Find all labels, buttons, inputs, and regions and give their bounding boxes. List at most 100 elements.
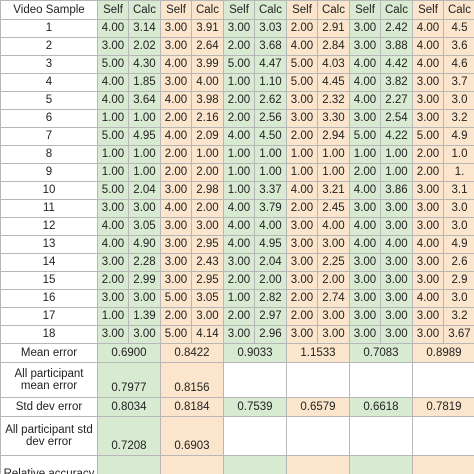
data-cell: 2.00 (317, 271, 350, 290)
data-cell: 2.00 (254, 271, 287, 290)
column-header: Calc (317, 0, 350, 20)
data-cell: 2.00 (191, 199, 224, 218)
data-cell: 3.0 (443, 199, 474, 218)
summary-value: 0.7083 (349, 343, 413, 363)
data-cell: 3.79 (254, 199, 287, 218)
data-cell: 3.00 (223, 253, 255, 272)
data-cell: 3.21 (317, 181, 350, 200)
table-row: Relative accuracy82.75%78.94%77.42%71.17… (0, 455, 474, 474)
empty-cell (223, 416, 287, 456)
data-cell: 3.6 (443, 37, 474, 56)
data-cell: 2.98 (191, 181, 224, 200)
data-cell: 4.42 (380, 55, 413, 74)
data-cell: 3.00 (349, 253, 381, 272)
table-row: Mean error 0.6900 0.8422 0.9033 1.1533 0.7083… (0, 343, 474, 363)
row-label: 3 (0, 55, 98, 74)
data-cell: 3.00 (317, 325, 350, 344)
data-cell: 2.82 (254, 289, 287, 308)
row-label: 7 (0, 127, 98, 146)
data-cell: 3.00 (349, 325, 381, 344)
row-label: 18 (0, 325, 98, 344)
data-cell: 3.00 (286, 271, 318, 290)
data-cell: 2.00 (286, 127, 318, 146)
data-cell: 2.00 (160, 307, 192, 326)
data-cell: 1.00 (97, 163, 129, 182)
row-label: 1 (0, 19, 98, 38)
data-cell: 2.00 (286, 19, 318, 38)
summary-value: 0.6903 (160, 416, 224, 456)
data-cell: 2.16 (191, 109, 224, 128)
row-label: 9 (0, 163, 98, 182)
data-cell: 4.00 (223, 199, 255, 218)
table-row: 15 2.00 2.99 3.00 2.95 2.00 2.00 3.00 2.00 3.00 3.… (0, 271, 474, 290)
data-cell: 3.00 (160, 73, 192, 92)
data-cell: 3.00 (412, 109, 444, 128)
column-header: Calc (128, 0, 161, 20)
table-row: 10 5.00 2.04 3.00 2.98 1.00 3.37 4.00 3.21 4.00 3.… (0, 181, 474, 200)
data-cell: 2.00 (223, 91, 255, 110)
data-cell: 4.00 (223, 217, 255, 236)
data-cell: 5.00 (286, 55, 318, 74)
data-cell: 2.00 (286, 199, 318, 218)
data-cell: 3.00 (286, 91, 318, 110)
summary-label: Relative accuracy (0, 455, 98, 474)
data-cell: 4.9 (443, 127, 474, 146)
table-row: 7 5.00 4.95 4.00 2.09 4.00 4.50 2.00 2.94 5.00 4.2… (0, 127, 474, 146)
data-cell: 2.00 (412, 163, 444, 182)
data-cell: 2.96 (254, 325, 287, 344)
data-cell: 4.00 (286, 181, 318, 200)
summary-value: 0.8989 (412, 343, 474, 363)
data-cell: 3.00 (160, 253, 192, 272)
data-cell: 3.98 (191, 91, 224, 110)
data-cell: 1.0 (443, 145, 474, 164)
data-cell: 3.00 (286, 235, 318, 254)
data-cell: 2.09 (191, 127, 224, 146)
summary-value: 0.8034 (97, 397, 161, 417)
empty-cell (286, 416, 350, 456)
data-cell: 4.00 (412, 19, 444, 38)
data-cell: 4.00 (317, 217, 350, 236)
table-row: All participant mean error 0.7977 0.8156 (0, 362, 474, 398)
row-label: 17 (0, 307, 98, 326)
data-cell: 2.00 (286, 289, 318, 308)
data-cell: 4.00 (97, 217, 129, 236)
data-cell: 4.00 (412, 37, 444, 56)
data-cell: 1.00 (223, 163, 255, 182)
data-cell: 2.94 (317, 127, 350, 146)
summary-label: All participant std dev error (0, 416, 98, 456)
data-cell: 3.00 (191, 307, 224, 326)
data-cell: 3.00 (160, 19, 192, 38)
data-cell: 4.95 (128, 127, 161, 146)
table-row: 4 4.00 1.85 3.00 4.00 1.00 1.10 5.00 4.45 4.00 3.8… (0, 73, 474, 92)
data-cell: 3.05 (191, 289, 224, 308)
data-cell: 5.00 (160, 325, 192, 344)
data-cell: 2.28 (128, 253, 161, 272)
data-cell: 1.00 (254, 163, 287, 182)
data-cell: 4.00 (349, 217, 381, 236)
data-cell: 4.9 (443, 235, 474, 254)
data-cell: 2.6 (443, 253, 474, 272)
row-label: 16 (0, 289, 98, 308)
data-cell: 3.00 (412, 73, 444, 92)
data-cell: 2.74 (317, 289, 350, 308)
data-cell: 2.00 (349, 163, 381, 182)
summary-value: 77.42% (223, 455, 287, 474)
data-cell: 1.00 (128, 163, 161, 182)
summary-value: 0.6579 (286, 397, 350, 417)
data-cell: 3.00 (160, 235, 192, 254)
data-cell: 3.00 (349, 37, 381, 56)
data-cell: 4.00 (160, 55, 192, 74)
summary-value: 78.94% (160, 455, 224, 474)
data-cell: 3.00 (286, 253, 318, 272)
column-header: Self (97, 0, 129, 20)
data-cell: 1.00 (317, 163, 350, 182)
data-cell: 3.30 (317, 109, 350, 128)
column-header: Calc (380, 0, 413, 20)
data-cell: 3.00 (349, 199, 381, 218)
column-header: Calc (443, 0, 474, 20)
data-cell: 2.00 (412, 145, 444, 164)
table-row: 3 5.00 4.30 4.00 3.99 5.00 4.47 5.00 4.03 4.00 4.4… (0, 55, 474, 74)
data-cell: 3.00 (349, 109, 381, 128)
data-cell: 1.00 (223, 289, 255, 308)
data-cell: 2.91 (317, 19, 350, 38)
